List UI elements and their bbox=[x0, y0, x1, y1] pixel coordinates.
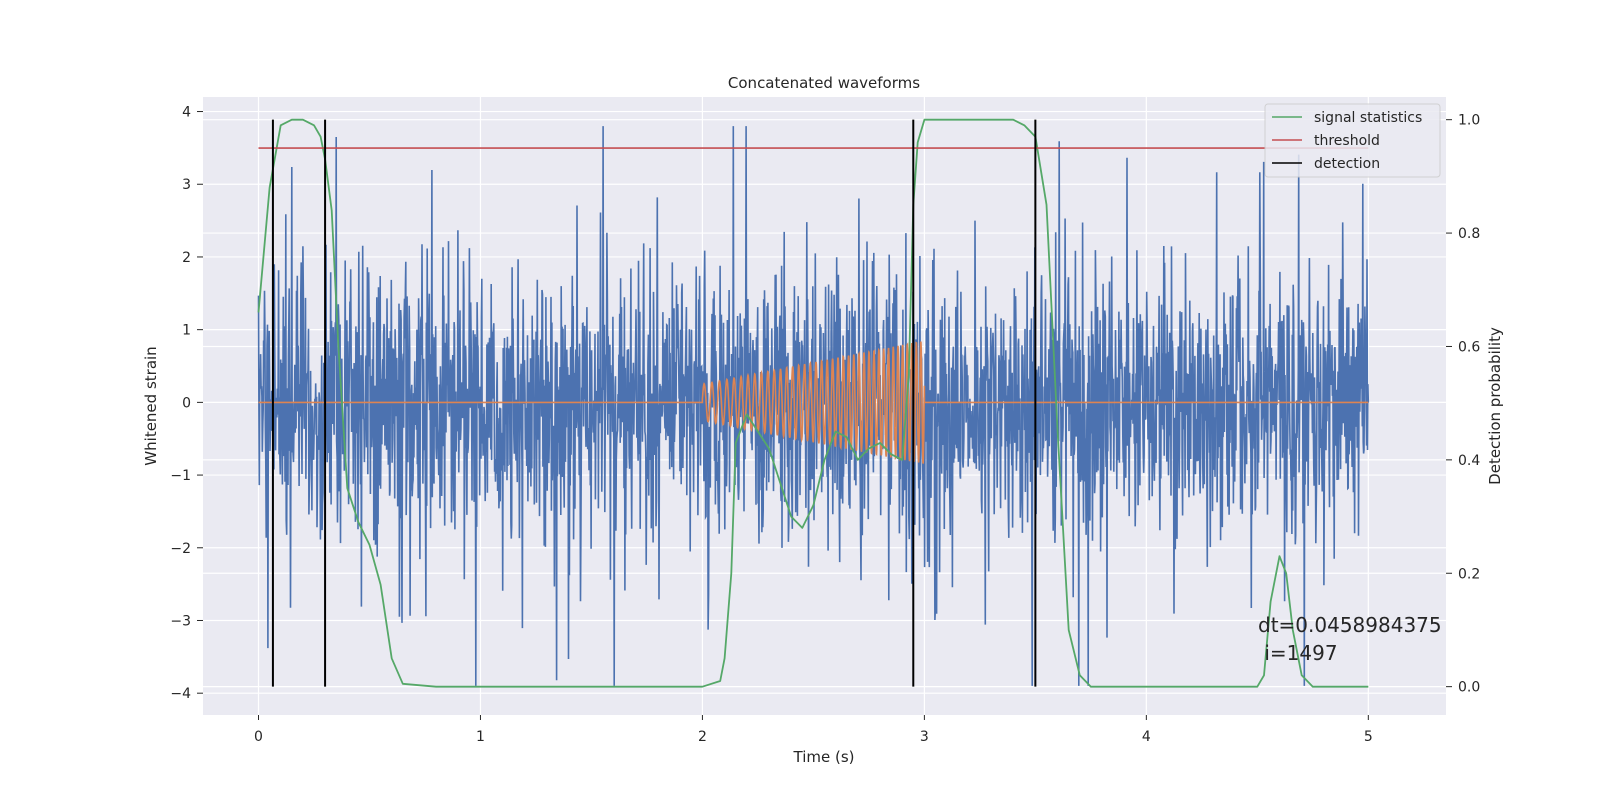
y2-tick-label: 0.0 bbox=[1458, 680, 1480, 696]
x-tick-label: 1 bbox=[476, 729, 485, 745]
y-axis-label: Whitened strain bbox=[142, 346, 160, 465]
y2-tick-label: 0.6 bbox=[1458, 339, 1480, 355]
y2-tick-label: 0.8 bbox=[1458, 226, 1480, 242]
legend: signal statistics threshold detection bbox=[1264, 103, 1441, 178]
y-tick-label: 1 bbox=[182, 323, 191, 339]
x-tick-label: 0 bbox=[254, 729, 263, 745]
detection-series bbox=[271, 119, 1037, 687]
template-chirp-series bbox=[258, 341, 1369, 464]
y2-tick-label: 0.2 bbox=[1458, 566, 1480, 582]
legend-label-threshold: threshold bbox=[1314, 133, 1380, 149]
y-axis-ticks: −4 −3 −2 −1 0 1 2 3 4 bbox=[170, 105, 203, 702]
legend-label-signal-statistics: signal statistics bbox=[1314, 110, 1422, 126]
y-tick-label: −3 bbox=[170, 613, 191, 629]
x-tick-label: 2 bbox=[698, 729, 707, 745]
template-line bbox=[258, 341, 1369, 464]
x-tick-label: 5 bbox=[1364, 729, 1373, 745]
x-tick-label: 3 bbox=[920, 729, 929, 745]
x-tick-label: 4 bbox=[1142, 729, 1151, 745]
y2-axis-ticks: 0.0 0.2 0.4 0.6 0.8 1.0 bbox=[1446, 113, 1480, 696]
legend-box bbox=[1264, 103, 1441, 178]
chart-title: Concatenated waveforms bbox=[728, 74, 920, 92]
y-tick-label: 3 bbox=[182, 177, 191, 193]
annotation-i: i=1497 bbox=[1258, 641, 1338, 665]
y-tick-label: 0 bbox=[182, 395, 191, 411]
x-axis-label: Time (s) bbox=[793, 748, 855, 766]
y-tick-label: −4 bbox=[170, 686, 191, 702]
y-tick-label: −1 bbox=[170, 468, 191, 484]
legend-label-detection: detection bbox=[1314, 156, 1380, 172]
y-tick-label: 2 bbox=[182, 250, 191, 266]
signal-statistics-series bbox=[257, 118, 1369, 688]
annotation-dt: dt=0.0458984375 bbox=[1258, 613, 1442, 637]
y2-axis-label: Detection probability bbox=[1486, 327, 1504, 485]
signal-statistics-line bbox=[257, 118, 1369, 688]
x-axis-ticks: 0 1 2 3 4 5 bbox=[254, 715, 1373, 745]
y2-tick-label: 1.0 bbox=[1458, 113, 1480, 129]
y2-tick-label: 0.4 bbox=[1458, 453, 1480, 469]
y-tick-label: −2 bbox=[170, 541, 191, 557]
y-tick-label: 4 bbox=[182, 105, 191, 121]
